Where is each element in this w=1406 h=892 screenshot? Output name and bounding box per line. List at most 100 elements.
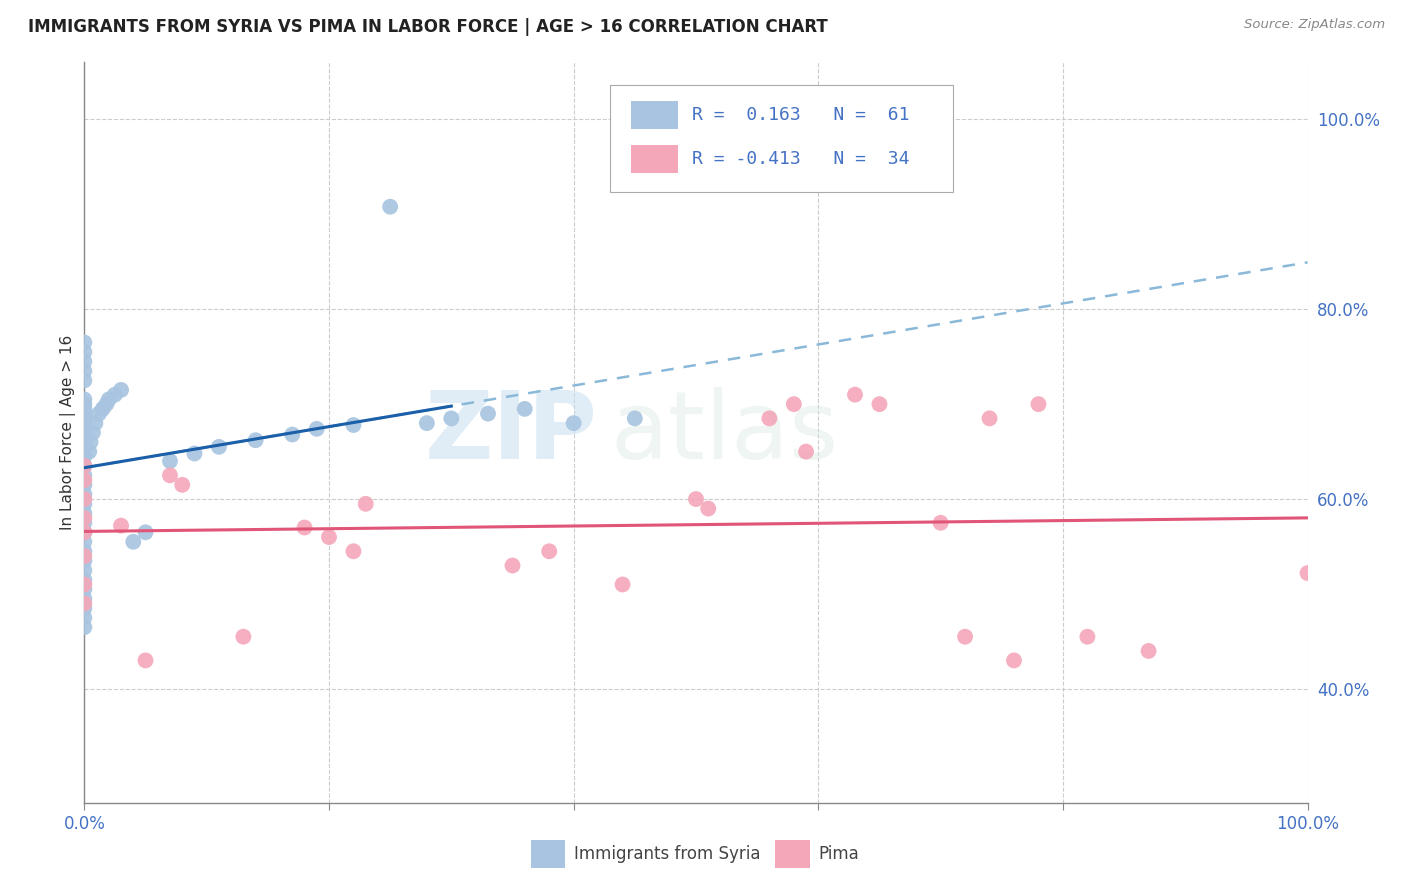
Point: [440, 411, 463, 425]
Point: [208, 440, 231, 454]
Point: [73, 364, 96, 378]
Point: [624, 411, 647, 425]
Point: [73, 335, 96, 350]
Point: [73, 416, 96, 430]
Text: Pima: Pima: [818, 845, 859, 863]
Point: [281, 427, 304, 442]
Point: [73, 591, 96, 606]
Point: [73, 354, 96, 368]
Point: [477, 407, 499, 421]
Point: [73, 425, 96, 440]
Point: [758, 411, 780, 425]
Point: [77, 444, 100, 458]
Text: Source: ZipAtlas.com: Source: ZipAtlas.com: [1244, 18, 1385, 31]
Text: IMMIGRANTS FROM SYRIA VS PIMA IN LABOR FORCE | AGE > 16 CORRELATION CHART: IMMIGRANTS FROM SYRIA VS PIMA IN LABOR F…: [28, 18, 828, 36]
Point: [73, 392, 96, 407]
Point: [73, 458, 96, 473]
Point: [73, 525, 96, 540]
Point: [159, 454, 181, 468]
Point: [73, 497, 96, 511]
Point: [82, 425, 104, 440]
Point: [794, 444, 817, 458]
Point: [73, 458, 96, 473]
Point: [73, 516, 96, 530]
Point: [73, 421, 96, 435]
Point: [183, 446, 205, 460]
Point: [697, 501, 720, 516]
Point: [73, 487, 96, 501]
Point: [122, 534, 145, 549]
Point: [1002, 653, 1025, 667]
Bar: [531, 840, 565, 868]
Point: [73, 544, 96, 558]
Point: [562, 416, 585, 430]
Point: [104, 387, 127, 401]
Point: [110, 518, 132, 533]
Point: [73, 397, 96, 411]
Point: [294, 520, 316, 534]
Text: R = -0.413   N =  34: R = -0.413 N = 34: [692, 151, 910, 169]
FancyBboxPatch shape: [610, 85, 953, 192]
Text: ZIP: ZIP: [425, 386, 598, 479]
Point: [979, 411, 1001, 425]
Point: [869, 397, 891, 411]
Point: [612, 577, 634, 591]
Text: Immigrants from Syria: Immigrants from Syria: [574, 845, 761, 863]
Point: [342, 417, 364, 432]
Point: [1076, 630, 1098, 644]
Point: [172, 478, 194, 492]
Point: [305, 422, 328, 436]
Point: [245, 434, 267, 448]
Bar: [631, 101, 678, 129]
Point: [73, 525, 96, 540]
Point: [416, 416, 439, 430]
Point: [73, 549, 96, 563]
Point: [538, 544, 561, 558]
Point: [953, 630, 976, 644]
Point: [73, 582, 96, 597]
Point: [73, 534, 96, 549]
Point: [79, 435, 101, 450]
Point: [73, 435, 96, 450]
Point: [159, 468, 181, 483]
Point: [513, 401, 536, 416]
Point: [87, 407, 110, 421]
Point: [685, 491, 707, 506]
Point: [73, 620, 96, 634]
Point: [73, 430, 96, 444]
Point: [73, 411, 96, 425]
Point: [73, 611, 96, 625]
Point: [91, 401, 114, 416]
Point: [354, 497, 377, 511]
Point: [97, 392, 120, 407]
Point: [844, 387, 866, 401]
Point: [73, 473, 96, 487]
Point: [73, 401, 96, 416]
Point: [342, 544, 364, 558]
Bar: [631, 145, 678, 173]
Point: [1028, 397, 1050, 411]
Point: [73, 563, 96, 577]
Bar: [776, 840, 810, 868]
Y-axis label: In Labor Force | Age > 16: In Labor Force | Age > 16: [60, 335, 76, 530]
Point: [929, 516, 952, 530]
Point: [73, 554, 96, 568]
Point: [502, 558, 524, 573]
Text: atlas: atlas: [610, 386, 838, 479]
Point: [96, 397, 118, 411]
Point: [73, 511, 96, 525]
Point: [73, 601, 96, 615]
Point: [73, 478, 96, 492]
Point: [73, 440, 96, 454]
Point: [380, 200, 402, 214]
Point: [73, 597, 96, 611]
Point: [73, 506, 96, 520]
Point: [84, 416, 107, 430]
Point: [135, 525, 157, 540]
Point: [73, 573, 96, 587]
Point: [783, 397, 806, 411]
Point: [73, 491, 96, 506]
Point: [73, 373, 96, 387]
Point: [73, 407, 96, 421]
Point: [232, 630, 254, 644]
